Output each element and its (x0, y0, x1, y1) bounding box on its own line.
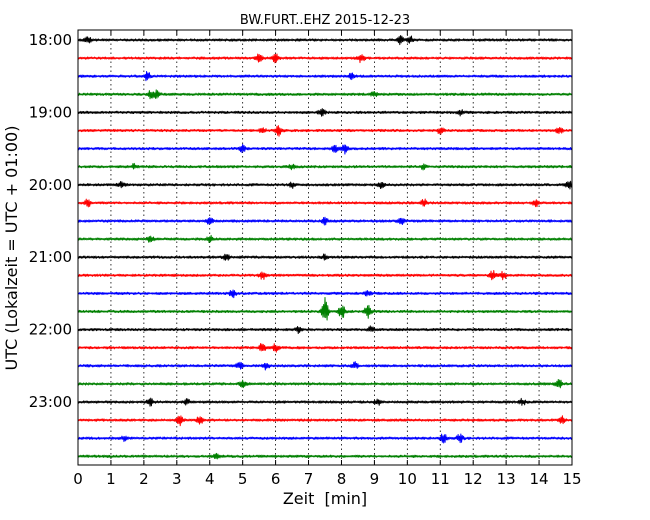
trace-line (78, 379, 572, 387)
trace-line (78, 163, 572, 170)
x-tick-label: 5 (238, 470, 248, 488)
trace-line (78, 271, 572, 280)
trace-line (78, 36, 572, 45)
trace-line (78, 144, 572, 154)
trace-line (78, 254, 572, 260)
x-axis-label: Zeit [min] (283, 489, 367, 508)
trace-line (78, 181, 572, 189)
trace-line (78, 398, 572, 406)
x-tick-labels: 0 1 2 3 4 5 6 7 8 9 10 11 12 13 14 15 (73, 470, 581, 488)
trace-line (78, 109, 572, 117)
trace-line (78, 126, 572, 136)
y-tick-label: 21:00 (29, 248, 72, 266)
y-tick-label: 22:00 (29, 321, 72, 339)
x-tick-label: 1 (106, 470, 116, 488)
x-tick-label: 9 (370, 470, 380, 488)
chart-title: BW.FURT..EHZ 2015-12-23 (240, 13, 410, 28)
trace-line (78, 217, 572, 225)
trace-line (78, 326, 572, 334)
trace-line (78, 72, 572, 81)
trace-line (78, 434, 572, 443)
x-tick-label: 10 (398, 470, 417, 488)
x-tick-label: 11 (431, 470, 450, 488)
y-tick-label: 19:00 (29, 103, 72, 121)
trace-line (78, 290, 572, 298)
x-tick-label: 4 (205, 470, 215, 488)
trace-line (78, 344, 572, 353)
trace-line (78, 298, 572, 321)
y-tick-label: 20:00 (29, 176, 72, 194)
x-tick-label: 15 (562, 470, 581, 488)
trace-line (78, 199, 572, 207)
x-tick-label: 2 (139, 470, 149, 488)
y-tick-label: 23:00 (29, 393, 72, 411)
trace-line (78, 235, 572, 242)
trace-line (78, 54, 572, 63)
trace-line (78, 90, 572, 99)
x-tick-label: 8 (337, 470, 347, 488)
y-axis-label: UTC (Lokalzeit = UTC + 01:00) (2, 126, 21, 371)
y-tick-labels: 18:00 19:00 20:00 21:00 22:00 23:00 (29, 31, 72, 411)
trace-line (78, 416, 572, 426)
x-tick-label: 12 (464, 470, 483, 488)
trace-line (78, 453, 572, 459)
x-tick-label: 13 (497, 470, 516, 488)
x-tick-label: 7 (304, 470, 314, 488)
y-tick-label: 18:00 (29, 31, 72, 49)
x-tick-label: 0 (73, 470, 83, 488)
x-tick-label: 14 (530, 470, 549, 488)
trace-line (78, 362, 572, 370)
x-tick-label: 6 (271, 470, 281, 488)
x-tick-label: 3 (172, 470, 182, 488)
seismic-traces (78, 36, 572, 459)
